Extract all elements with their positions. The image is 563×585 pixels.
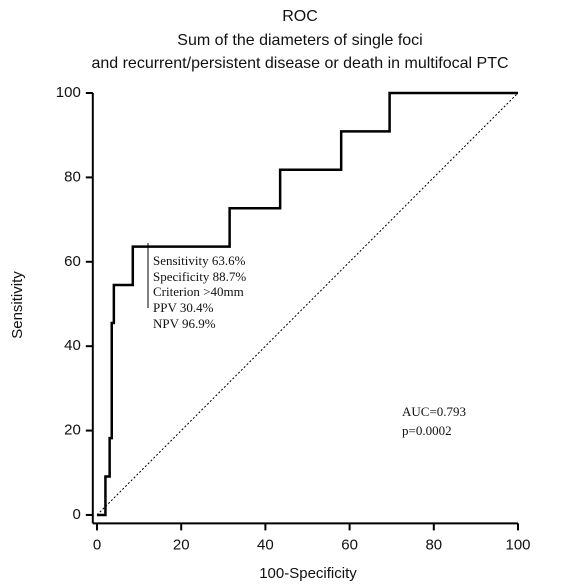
annotation: AUC=0.793 — [402, 404, 466, 419]
chart-title: ROC — [282, 8, 318, 25]
annotation: PPV 30.4% — [153, 300, 214, 315]
chart-subtitle: and recurrent/persistent disease or deat… — [91, 55, 508, 72]
x-tick-label: 60 — [341, 536, 358, 553]
annotation: Sensitivity 63.6% — [153, 253, 246, 268]
roc-line — [96, 92, 519, 516]
annotation: p=0.0002 — [402, 423, 452, 438]
x-tick-label: 20 — [173, 536, 190, 553]
roc-line — [97, 91, 518, 517]
y-tick-label: 40 — [64, 337, 81, 354]
annotation-bg — [152, 302, 215, 316]
annotation-bg — [152, 271, 248, 285]
x-tick-label: 0 — [93, 536, 101, 553]
x-tick-label: 100 — [505, 536, 530, 553]
annotation: Specificity 88.7% — [153, 269, 246, 284]
annotation-bg — [152, 286, 245, 300]
y-tick-label: 100 — [56, 84, 81, 101]
annotation-bg — [401, 425, 453, 439]
y-tick-label: 0 — [72, 506, 80, 523]
y-axis-label: Sensitivity — [9, 271, 26, 339]
x-tick-label: 80 — [425, 536, 442, 553]
annotation: NPV 96.9% — [153, 316, 216, 331]
annotation-bg — [401, 406, 468, 420]
x-tick-label: 40 — [257, 536, 274, 553]
chart-subtitle: Sum of the diameters of single foci — [177, 32, 422, 49]
y-tick-label: 80 — [64, 168, 81, 185]
annotation-bg — [152, 255, 247, 269]
annotation: Criterion >40mm — [153, 284, 244, 299]
annotation-bg — [152, 318, 217, 332]
x-axis-label: 100-Specificity — [259, 565, 357, 582]
y-tick-label: 20 — [64, 422, 81, 439]
y-tick-label: 60 — [64, 253, 81, 270]
